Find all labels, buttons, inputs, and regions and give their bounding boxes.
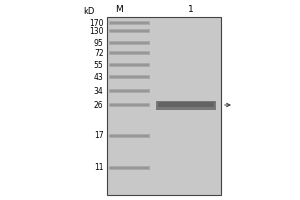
Bar	[109, 63, 150, 67]
Bar	[110, 30, 148, 32]
Bar	[110, 104, 148, 106]
Text: 43: 43	[94, 72, 103, 82]
Text: 26: 26	[94, 100, 104, 110]
Text: 11: 11	[94, 164, 104, 172]
Bar	[109, 41, 150, 45]
Bar	[109, 134, 150, 138]
Text: 1: 1	[188, 4, 194, 14]
Bar	[156, 101, 216, 110]
Bar	[110, 22, 148, 24]
Text: 34: 34	[94, 86, 103, 96]
Bar	[109, 21, 150, 25]
Text: 170: 170	[89, 19, 103, 27]
Text: 130: 130	[89, 26, 103, 36]
Bar	[109, 29, 150, 33]
Bar	[109, 51, 150, 55]
Bar	[109, 89, 150, 93]
Text: 95: 95	[94, 38, 103, 47]
Text: 55: 55	[94, 60, 103, 70]
Bar	[110, 64, 148, 66]
Bar	[110, 42, 148, 44]
Bar	[110, 52, 148, 54]
Text: 17: 17	[94, 132, 104, 140]
Text: M: M	[116, 4, 123, 14]
Bar	[106, 17, 220, 195]
Bar	[109, 103, 150, 107]
Text: kD: kD	[83, 7, 94, 16]
Bar	[109, 75, 150, 79]
Bar	[158, 102, 214, 107]
Bar	[110, 167, 148, 169]
Bar	[109, 166, 150, 170]
Bar	[110, 76, 148, 78]
Text: 72: 72	[94, 48, 104, 58]
Bar	[110, 135, 148, 137]
Bar	[110, 90, 148, 92]
